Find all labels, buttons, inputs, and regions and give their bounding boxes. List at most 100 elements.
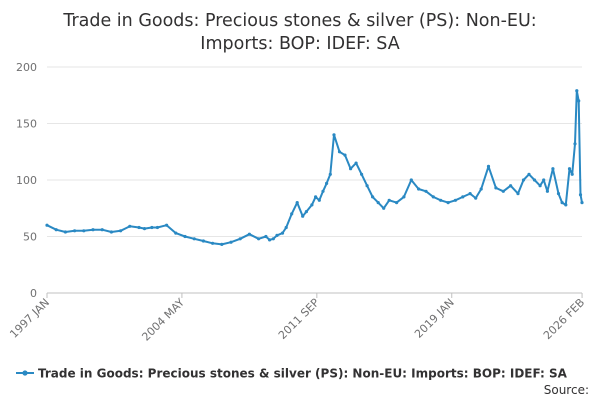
data-point[interactable] (360, 172, 364, 176)
data-point[interactable] (542, 178, 546, 182)
data-point[interactable] (560, 201, 564, 205)
data-point[interactable] (264, 234, 268, 239)
data-point[interactable] (238, 237, 242, 241)
data-point[interactable] (332, 133, 336, 137)
data-point[interactable] (211, 241, 215, 245)
data-point[interactable] (376, 201, 380, 205)
data-point[interactable] (545, 189, 550, 193)
source-label: Source: (544, 383, 589, 397)
data-point[interactable] (516, 192, 520, 196)
data-point[interactable] (155, 225, 159, 230)
data-point[interactable] (521, 178, 526, 182)
data-point[interactable] (382, 206, 386, 210)
data-point[interactable] (337, 150, 342, 154)
data-point[interactable] (349, 167, 353, 171)
data-point[interactable] (424, 189, 428, 193)
data-point[interactable] (229, 240, 233, 244)
data-point[interactable] (45, 223, 49, 227)
data-point[interactable] (538, 184, 542, 188)
legend-label: Trade in Goods: Precious stones & silver… (38, 367, 568, 381)
data-point[interactable] (220, 242, 224, 246)
data-point[interactable] (573, 142, 577, 146)
data-point[interactable] (453, 198, 457, 202)
chart-title-line-1: Trade in Goods: Precious stones & silver… (62, 11, 536, 31)
data-point[interactable] (304, 210, 308, 214)
data-point[interactable] (165, 223, 169, 227)
x-tick-label-2: 2011 SEP (276, 296, 322, 342)
data-point[interactable] (321, 189, 325, 193)
data-point[interactable] (280, 231, 285, 235)
data-point[interactable] (564, 203, 568, 207)
data-point[interactable] (128, 224, 132, 228)
data-point[interactable] (461, 195, 465, 199)
data-point[interactable] (247, 232, 251, 236)
data-point[interactable] (580, 201, 584, 205)
data-point[interactable] (570, 172, 574, 176)
data-point[interactable] (532, 178, 537, 182)
x-tick-label-1: 2004 MAY (139, 296, 187, 344)
data-point[interactable] (82, 229, 86, 233)
data-point[interactable] (578, 193, 583, 197)
data-point[interactable] (192, 237, 196, 241)
data-point[interactable] (577, 99, 581, 103)
data-point[interactable] (509, 184, 513, 188)
y-tick-label-4: 200 (16, 61, 37, 74)
data-point[interactable] (268, 238, 272, 242)
data-point[interactable] (314, 195, 318, 199)
data-point[interactable] (479, 187, 483, 191)
data-point[interactable] (295, 201, 299, 205)
data-point[interactable] (91, 228, 95, 232)
data-point[interactable] (301, 214, 305, 218)
data-point[interactable] (439, 198, 443, 202)
data-point[interactable] (551, 167, 555, 171)
data-point[interactable] (183, 234, 187, 239)
y-tick-label-3: 150 (16, 118, 37, 131)
data-point[interactable] (354, 161, 358, 165)
data-point[interactable] (174, 231, 178, 235)
data-point[interactable] (119, 229, 123, 233)
data-point[interactable] (417, 187, 421, 191)
data-point[interactable] (474, 196, 478, 200)
data-point[interactable] (387, 198, 391, 202)
data-point[interactable] (257, 237, 261, 241)
data-point[interactable] (109, 230, 113, 234)
data-point[interactable] (567, 167, 572, 171)
data-point[interactable] (395, 201, 399, 205)
data-point[interactable] (142, 227, 147, 231)
data-point[interactable] (371, 195, 375, 199)
data-point[interactable] (343, 153, 347, 157)
data-point[interactable] (150, 225, 154, 230)
data-point[interactable] (328, 172, 332, 176)
data-point[interactable] (486, 164, 491, 168)
data-point[interactable] (275, 233, 279, 237)
data-point[interactable] (73, 229, 77, 233)
data-point[interactable] (501, 189, 505, 193)
data-point[interactable] (409, 178, 413, 182)
data-point[interactable] (556, 192, 561, 196)
series-line-0 (46, 89, 583, 246)
data-point[interactable] (431, 195, 435, 199)
x-axis-ticks: 1997 JAN 2004 MAY 2011 SEP 2019 JAN 2026 FEB (7, 293, 587, 344)
data-point[interactable] (63, 230, 67, 234)
data-point[interactable] (100, 228, 104, 232)
legend[interactable]: Trade in Goods: Precious stones & silver… (16, 367, 568, 381)
data-point[interactable] (402, 195, 406, 199)
data-point[interactable] (271, 237, 275, 241)
x-tick-label-4: 2026 FEB (541, 296, 587, 342)
data-point[interactable] (494, 186, 498, 190)
data-point[interactable] (290, 212, 294, 216)
data-point[interactable] (527, 172, 531, 176)
data-point[interactable] (317, 198, 321, 202)
data-point[interactable] (201, 239, 205, 243)
data-point[interactable] (310, 203, 314, 207)
data-point[interactable] (54, 228, 58, 232)
data-point[interactable] (325, 181, 329, 185)
data-point[interactable] (284, 225, 288, 230)
data-point[interactable] (137, 225, 141, 230)
data-point[interactable] (468, 192, 472, 196)
data-point[interactable] (575, 89, 579, 93)
data-point[interactable] (446, 201, 450, 205)
data-point[interactable] (365, 184, 369, 188)
x-tick-label-0: 1997 JAN (7, 296, 52, 341)
